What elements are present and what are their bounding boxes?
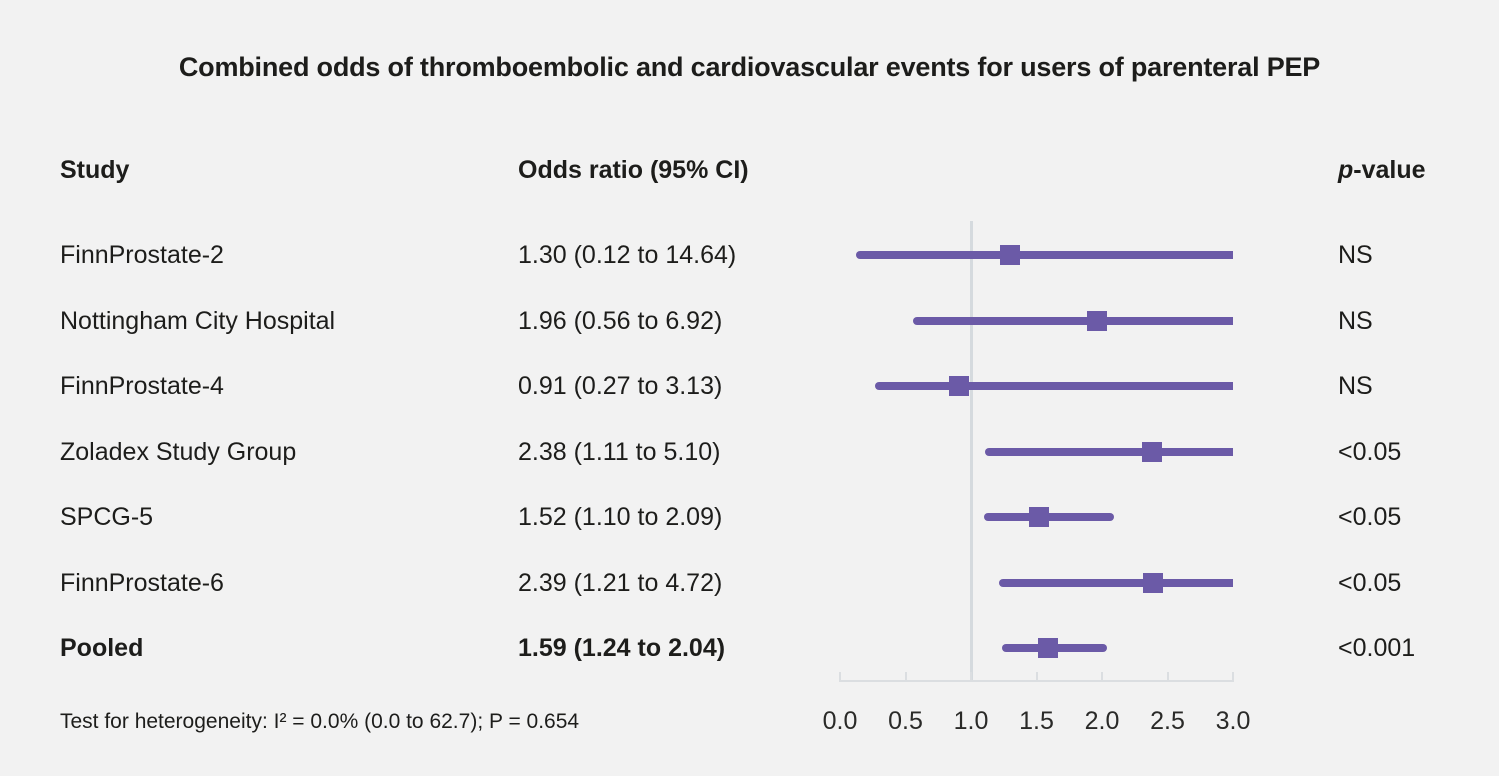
ci-line [855,251,1233,259]
chart-title: Combined odds of thromboembolic and card… [178,52,1321,82]
axis-tick-label: 3.0 [1215,707,1251,735]
odds-ratio-label: 0.91 (0.27 to 3.13) [518,372,723,400]
study-label: Nottingham City Hospital [60,306,336,335]
p-value-label: NS [1338,306,1373,335]
point-estimate-marker [1143,572,1164,593]
p-value-label: NS [1338,241,1373,269]
odds-ratio-label: 2.39 (1.21 to 4.72) [518,568,723,597]
reference-line [969,221,973,681]
point-estimate-marker [1141,441,1162,462]
axis-tick [970,672,972,681]
point-estimate-marker [1029,507,1050,527]
axis-tick-label: 1.5 [1019,707,1054,735]
point-estimate-marker [949,376,970,396]
p-value-label: <0.001 [1338,634,1416,662]
axis-tick-label: 2.5 [1150,707,1185,735]
column-header-study: Study [60,156,130,184]
odds-ratio-label: 1.59 (1.24 to 2.04) [518,634,726,662]
heterogeneity-note: Test for heterogeneity: I² = 0.0% (0.0 t… [60,710,580,733]
odds-ratio-label: 1.96 (0.56 to 6.92) [518,306,723,335]
p-value-header-italic-p: p [1338,156,1354,184]
axis-line [839,680,1234,682]
ci-line [875,382,1233,390]
point-estimate-marker [1000,245,1021,265]
odds-ratio-label: 1.30 (0.12 to 14.64) [518,241,737,269]
axis-tick [904,672,907,681]
axis-tick-label: 2.0 [1084,707,1120,735]
p-value-label: NS [1338,372,1373,400]
study-label: SPCG-5 [60,503,154,531]
point-estimate-marker [1038,638,1059,658]
study-label: FinnProstate-4 [60,372,224,400]
p-value-label: <0.05 [1338,568,1402,597]
study-label: FinnProstate-2 [60,241,224,269]
ci-line [913,316,1233,325]
p-value-header-rest: -value [1353,156,1426,184]
axis-tick [1232,672,1234,681]
axis-tick [1166,672,1169,681]
axis-tick-label: 0.0 [822,707,858,735]
axis-tick [1101,672,1103,681]
ci-line [998,578,1233,587]
point-estimate-marker [1086,310,1107,331]
column-header-p-value: p-value [1338,155,1426,185]
study-label: Zoladex Study Group [60,437,297,466]
odds-ratio-label: 1.52 (1.10 to 2.09) [518,503,723,531]
axis-tick-label: 1.0 [953,707,989,735]
study-label: Pooled [60,634,144,662]
p-value-label: <0.05 [1338,437,1402,466]
p-value-label: <0.05 [1338,503,1402,531]
column-header-odds-ratio: Odds ratio (95% CI) [518,156,749,184]
axis-tick [839,672,841,681]
axis-tick [1035,672,1038,681]
odds-ratio-label: 2.38 (1.11 to 5.10) [518,437,721,466]
ci-line [985,447,1233,456]
axis-tick-label: 0.5 [888,707,923,735]
study-label: FinnProstate-6 [60,568,224,597]
